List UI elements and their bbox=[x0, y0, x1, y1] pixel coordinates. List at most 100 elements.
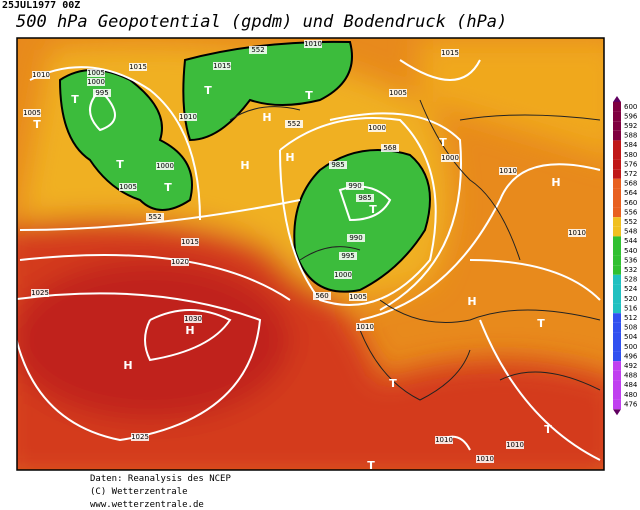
pressure-center: T bbox=[537, 317, 545, 330]
legend-label: 476 bbox=[624, 400, 638, 408]
label-bg bbox=[184, 315, 202, 323]
label-bg bbox=[349, 293, 367, 301]
legend-label: 528 bbox=[624, 276, 637, 284]
label-bg bbox=[568, 229, 586, 237]
isoline-label: 1005 bbox=[23, 109, 41, 117]
legend-label: 532 bbox=[624, 266, 637, 274]
legend-swatch bbox=[613, 111, 621, 122]
legend-label: 556 bbox=[624, 208, 638, 216]
isoline-label: 1015 bbox=[441, 49, 459, 57]
legend-swatch bbox=[613, 130, 621, 141]
legend-swatch bbox=[613, 265, 621, 275]
label-bg bbox=[93, 89, 111, 97]
pressure-center: T bbox=[544, 423, 552, 436]
legend-label: 504 bbox=[624, 333, 638, 341]
pressure-center: T bbox=[164, 181, 172, 194]
legend-label: 488 bbox=[624, 372, 637, 380]
legend-swatch bbox=[613, 226, 621, 237]
label-bg bbox=[156, 162, 174, 170]
legend-swatch bbox=[613, 102, 621, 112]
isoline-label: 1000 bbox=[441, 154, 459, 162]
legend-swatch bbox=[613, 236, 621, 246]
footer-line: (C) Wetterzentrale bbox=[90, 487, 188, 497]
isoline-label: 552 bbox=[148, 213, 161, 221]
legend-swatch bbox=[613, 255, 621, 266]
label-bg bbox=[31, 289, 49, 297]
map-title: 500 hPa Geopotential (gpdm) und Bodendru… bbox=[16, 12, 507, 32]
legend-label: 548 bbox=[624, 228, 637, 236]
isoline-label: 560 bbox=[315, 292, 328, 300]
legend-label: 540 bbox=[624, 247, 637, 255]
legend-label: 552 bbox=[624, 218, 637, 226]
label-bg bbox=[506, 441, 524, 449]
legend-label: 576 bbox=[624, 160, 638, 168]
pressure-center: H bbox=[185, 324, 194, 337]
isoline-label: 1015 bbox=[213, 62, 231, 70]
label-bg bbox=[304, 40, 322, 48]
isoline-label: 1025 bbox=[31, 289, 49, 297]
footer-line: www.wetterzentrale.de bbox=[90, 500, 204, 510]
legend-swatch bbox=[613, 313, 621, 323]
legend-swatch bbox=[613, 370, 621, 381]
label-bg bbox=[441, 49, 459, 57]
pressure-center: T bbox=[33, 118, 41, 131]
legend-swatch bbox=[613, 274, 621, 285]
legend-label: 580 bbox=[624, 151, 637, 159]
legend-swatch bbox=[613, 380, 621, 390]
isoline-label: 552 bbox=[287, 120, 300, 128]
legend-label: 496 bbox=[624, 352, 638, 360]
pressure-center: T bbox=[71, 93, 79, 106]
legend-swatch bbox=[613, 399, 621, 410]
pressure-center: T bbox=[389, 377, 397, 390]
label-bg bbox=[329, 161, 347, 169]
isoline-label: 1005 bbox=[119, 183, 137, 191]
legend-label: 568 bbox=[624, 180, 637, 188]
isoline-label: 990 bbox=[349, 234, 362, 242]
label-bg bbox=[499, 167, 517, 175]
isoline-label: 1000 bbox=[87, 78, 105, 86]
pressure-center: T bbox=[305, 89, 313, 102]
label-bg bbox=[87, 78, 105, 86]
legend-swatch bbox=[613, 121, 621, 131]
legend-label: 520 bbox=[624, 295, 637, 303]
isoline-label: 1010 bbox=[304, 40, 322, 48]
legend-label: 592 bbox=[624, 122, 637, 130]
legend-swatch bbox=[613, 188, 621, 198]
isoline-label: 1010 bbox=[506, 441, 524, 449]
legend-swatch bbox=[613, 361, 621, 371]
isoline-label: 1010 bbox=[568, 229, 586, 237]
isoline-label: 1010 bbox=[179, 113, 197, 121]
pressure-center: H bbox=[240, 159, 249, 172]
map-frame bbox=[16, 37, 605, 471]
label-bg bbox=[129, 63, 147, 71]
legend-label: 588 bbox=[624, 132, 637, 140]
legend-label: 572 bbox=[624, 170, 637, 178]
legend-label: 560 bbox=[624, 199, 637, 207]
pressure-center: T bbox=[439, 136, 447, 149]
isoline-label: 1010 bbox=[476, 455, 494, 463]
map-field bbox=[17, 38, 604, 470]
legend-label: 484 bbox=[624, 381, 638, 389]
legend-swatch bbox=[613, 294, 621, 304]
pressure-center: H bbox=[123, 359, 132, 372]
label-bg bbox=[334, 271, 352, 279]
legend-label: 584 bbox=[624, 141, 638, 149]
pressure-center: H bbox=[551, 176, 560, 189]
label-bg bbox=[339, 252, 357, 260]
isoline-label: 1030 bbox=[184, 315, 202, 323]
legend-label: 596 bbox=[624, 112, 638, 120]
label-bg bbox=[171, 258, 189, 266]
label-bg bbox=[285, 120, 303, 128]
pressure-center: H bbox=[467, 295, 476, 308]
label-bg bbox=[389, 89, 407, 97]
label-bg bbox=[381, 144, 399, 152]
label-bg bbox=[441, 154, 459, 162]
label-bg bbox=[179, 113, 197, 121]
isoline-label: 1000 bbox=[156, 162, 174, 170]
label-bg bbox=[32, 71, 50, 79]
label-bg bbox=[131, 433, 149, 441]
isoline-label: 1005 bbox=[87, 69, 105, 77]
